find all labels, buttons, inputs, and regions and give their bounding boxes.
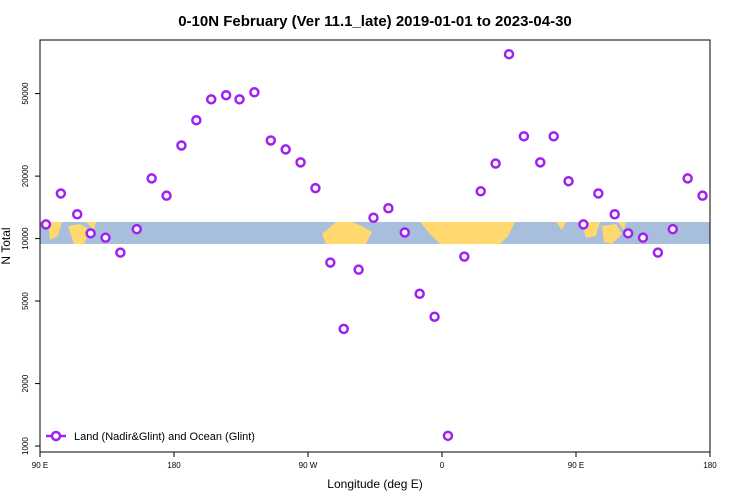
x-tick-label: 90 E (568, 461, 584, 470)
point (249, 87, 260, 98)
land (420, 222, 515, 244)
point (535, 157, 546, 168)
point (85, 228, 96, 239)
point (490, 158, 501, 169)
legend: Land (Nadir&Glint) and Ocean (Glint) (46, 430, 255, 443)
y-tick-label: 50000 (21, 82, 30, 105)
point (442, 430, 454, 442)
point (667, 223, 679, 235)
legend-label: Land (Nadir&Glint) and Ocean (Glint) (74, 431, 255, 443)
point (682, 173, 693, 184)
point (265, 135, 277, 146)
point (609, 208, 620, 220)
point (55, 188, 67, 199)
point (563, 175, 574, 187)
plot-frame (39, 39, 711, 453)
point (652, 247, 664, 258)
point (310, 182, 321, 194)
y-tick-label: 2000 (21, 374, 30, 392)
x-tick-label: 90 E (32, 461, 48, 470)
point (71, 208, 83, 220)
point (475, 186, 486, 197)
point (131, 223, 143, 235)
point (548, 131, 559, 142)
ocean-band (40, 222, 710, 244)
land (48, 222, 96, 244)
x-tick-label: 180 (703, 461, 717, 470)
point (205, 94, 217, 105)
y-tick-label: 5000 (21, 292, 30, 310)
x-tick-label: 0 (440, 461, 445, 470)
point (191, 114, 202, 126)
map-strip (40, 222, 710, 244)
chart-title: 0-10N February (Ver 11.1_late) 2019-01-0… (178, 13, 572, 30)
point (399, 227, 411, 238)
point (280, 144, 291, 155)
point (503, 48, 515, 60)
x-tick-label: 90 W (299, 461, 318, 470)
y-tick-label: 1000 (21, 437, 30, 455)
point (353, 264, 364, 275)
point (220, 89, 232, 101)
point (146, 173, 157, 184)
point (100, 232, 111, 243)
legend-marker (50, 430, 62, 442)
x-tick-label: 180 (167, 461, 181, 470)
y-tick-label: 20000 (21, 164, 30, 187)
point (593, 188, 604, 199)
point (295, 157, 306, 168)
point (338, 323, 349, 335)
point (115, 247, 126, 258)
point (637, 232, 649, 243)
point (459, 251, 470, 262)
point (40, 219, 52, 230)
point (383, 203, 394, 214)
point (414, 288, 425, 300)
land (556, 222, 626, 244)
point (518, 131, 530, 142)
point (325, 257, 336, 268)
point (578, 219, 589, 230)
point (161, 190, 172, 201)
point (429, 311, 440, 322)
land (322, 222, 372, 244)
y-tick-label: 10000 (21, 227, 30, 250)
point (234, 94, 245, 105)
x-axis-label: Longitude (deg E) (327, 477, 422, 491)
point (176, 140, 187, 151)
point (368, 212, 379, 223)
point (622, 228, 634, 239)
point (697, 190, 708, 201)
y-axis-label: N Total (0, 227, 13, 264)
